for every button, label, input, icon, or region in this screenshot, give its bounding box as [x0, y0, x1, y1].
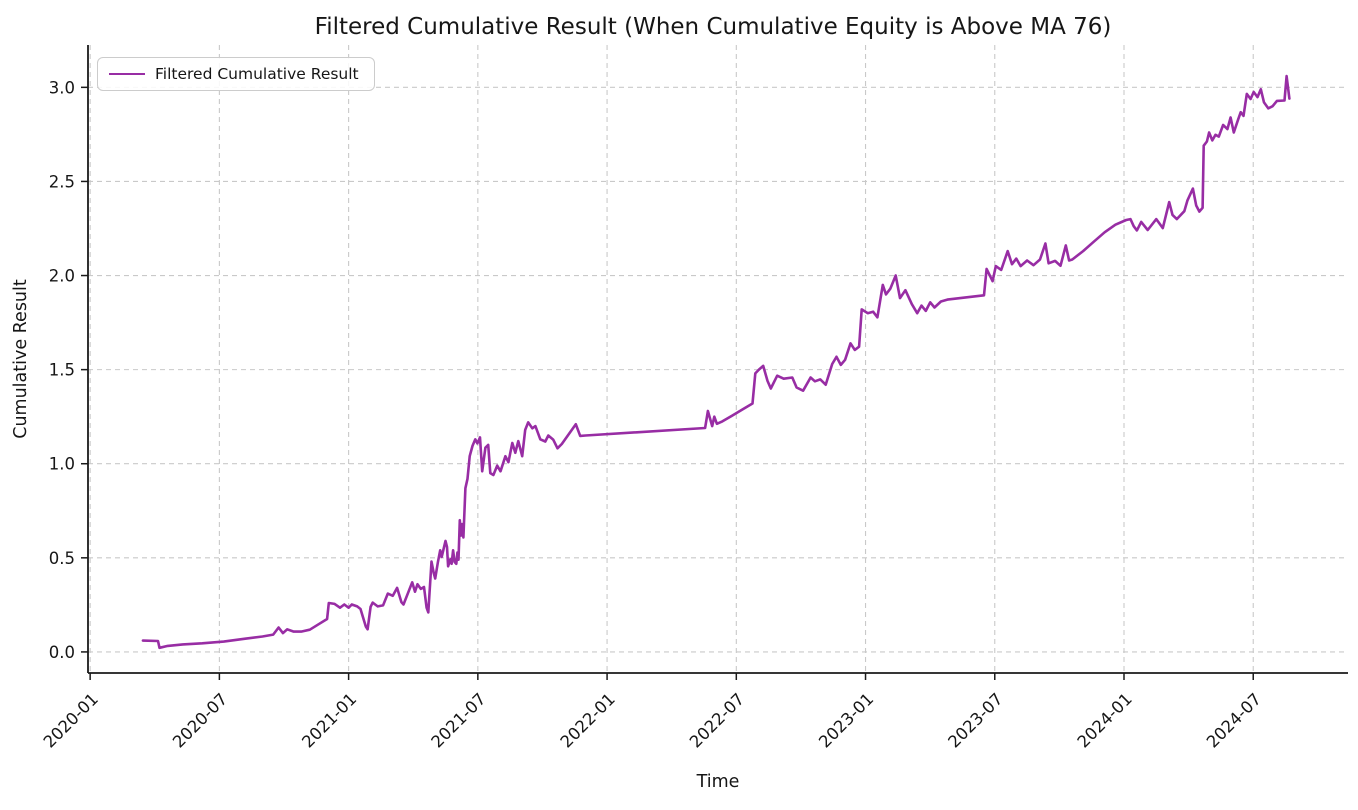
x-tick-label: 2020-07	[169, 689, 231, 751]
chart-title: Filtered Cumulative Result (When Cumulat…	[314, 14, 1112, 40]
x-tick-label: 2022-07	[686, 689, 748, 751]
legend-line-swatch	[109, 73, 145, 75]
x-tick-label: 2021-07	[427, 689, 489, 751]
x-tick-label: 2024-07	[1203, 689, 1265, 751]
y-tick-label: 0.5	[49, 549, 75, 568]
y-tick-label: 2.5	[49, 172, 75, 191]
x-tick-label: 2021-01	[298, 689, 360, 751]
y-tick-label: 3.0	[49, 78, 75, 97]
x-tick-label: 2022-01	[557, 689, 619, 751]
legend: Filtered Cumulative Result	[97, 57, 375, 91]
x-tick-label: 2023-07	[944, 689, 1006, 751]
y-tick-label: 2.0	[49, 267, 75, 286]
x-tick-label: 2023-01	[815, 689, 877, 751]
legend-label: Filtered Cumulative Result	[155, 65, 359, 83]
series-line	[141, 74, 1291, 650]
y-axis-label: Cumulative Result	[11, 279, 31, 439]
y-tick-label: 1.0	[49, 455, 75, 474]
x-axis-label: Time	[696, 772, 740, 792]
x-tick-label: 2020-01	[40, 689, 102, 751]
y-tick-label: 0.0	[49, 643, 75, 662]
y-tick-label: 1.5	[49, 361, 75, 380]
x-tick-label: 2024-01	[1074, 689, 1136, 751]
